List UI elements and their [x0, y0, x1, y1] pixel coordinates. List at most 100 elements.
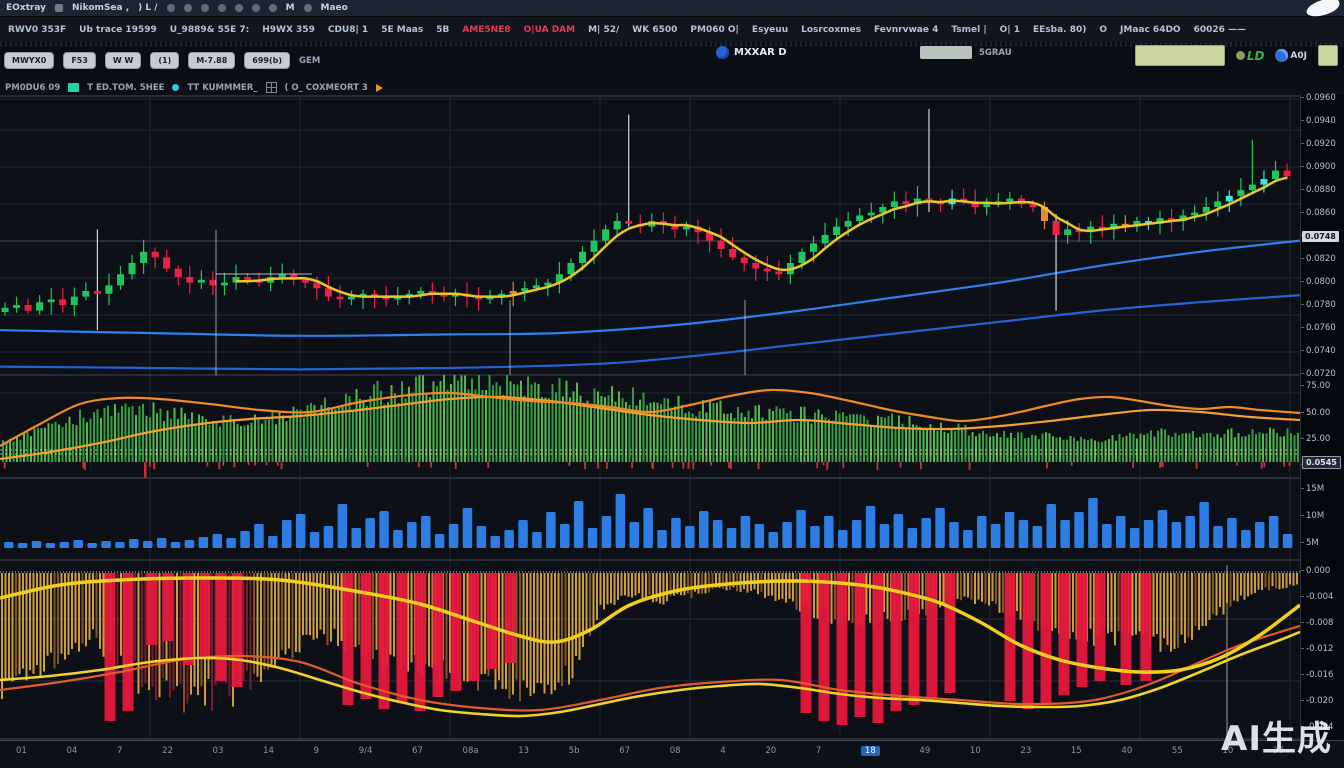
time-label[interactable]: 37: [1272, 746, 1284, 756]
account-label: A0J: [1290, 50, 1307, 61]
axis-price-label: 15M: [1300, 484, 1325, 494]
time-label[interactable]: 5b: [568, 746, 580, 756]
time-label[interactable]: 22: [162, 746, 173, 756]
stat-item: Losrcoxmes: [801, 24, 861, 35]
stat-item: O|UA DAM: [523, 24, 576, 35]
axis-price-label: 0.0880: [1301, 185, 1336, 195]
toolbar-button[interactable]: MWYX0: [4, 52, 55, 69]
highlight-button[interactable]: [1134, 45, 1225, 66]
legend-dot-icon: [172, 84, 180, 91]
time-label[interactable]: 18: [860, 746, 880, 756]
account-button[interactable]: A0J: [1275, 49, 1307, 62]
menu-item[interactable]: ) L /: [138, 3, 158, 13]
stat-item: 5B: [436, 24, 450, 35]
toolbar-button[interactable]: 699(b): [244, 52, 291, 69]
menu-item[interactable]: NikomSea ,: [72, 3, 130, 13]
time-label[interactable]: 13: [518, 746, 530, 756]
menu-item[interactable]: M: [285, 3, 295, 13]
circle-icon[interactable]: [251, 4, 260, 12]
axis-price-label: 0.0800: [1301, 277, 1336, 287]
circle-icon[interactable]: [268, 4, 277, 12]
time-label[interactable]: 9/4: [358, 746, 373, 756]
stat-item: U_9889& 55E 7:: [169, 24, 250, 35]
time-label[interactable]: 01: [16, 746, 27, 756]
stat-item: Ub trace 19599: [79, 24, 157, 35]
time-label[interactable]: 67: [619, 746, 631, 756]
time-label[interactable]: 10: [969, 746, 981, 756]
toolbar-right-group: LD A0J: [1134, 45, 1338, 66]
legend-label: ( O_ COXMEORT 3: [284, 82, 368, 93]
time-label[interactable]: 4: [720, 746, 726, 756]
circle-icon[interactable]: [200, 4, 209, 12]
price-tag: 0.0545: [1302, 456, 1341, 469]
time-label[interactable]: 03: [212, 746, 224, 756]
time-label[interactable]: 49: [919, 746, 931, 756]
time-label[interactable]: 15: [1070, 746, 1082, 756]
legend-label: T ED.TOM. 5HEE: [87, 82, 165, 93]
axis-price-label: 0.0920: [1301, 139, 1336, 149]
time-label[interactable]: 40: [1121, 746, 1133, 756]
time-label[interactable]: 08a: [462, 746, 479, 756]
legend-label: TT KUMMMER_: [187, 82, 258, 93]
time-label[interactable]: 14: [263, 746, 274, 756]
menu-item[interactable]: EOxtray: [6, 3, 47, 13]
circle-icon[interactable]: [217, 4, 226, 12]
panel-toggle-button[interactable]: [1318, 45, 1338, 66]
pen-icon[interactable]: [166, 4, 175, 12]
axis-price-label: 0.0780: [1301, 300, 1336, 310]
stat-item: Esyeuu: [751, 24, 789, 35]
chart-area[interactable]: 0.0960 0.0940 0.0920 0.0900 0.0880 0.0860 0.08…: [0, 93, 1344, 740]
menu-bar: EOxtray NikomSea , ) L / M Maeo: [0, 0, 1344, 17]
stat-item: O: [1099, 24, 1108, 35]
time-label[interactable]: 67: [412, 746, 423, 756]
dot-icon[interactable]: [303, 4, 312, 12]
axis-price-label: 0.0940: [1301, 116, 1336, 126]
time-label[interactable]: 04: [66, 746, 78, 756]
circle-icon[interactable]: [183, 4, 192, 12]
grid-icon[interactable]: [265, 82, 277, 93]
menu-item[interactable]: Maeo: [320, 3, 348, 13]
axis-price-label: 50.00: [1300, 408, 1331, 418]
symbol-selector[interactable]: MXXAR D: [716, 46, 787, 59]
chart-canvas[interactable]: [0, 95, 1300, 740]
axis-price-label: 0.0740: [1301, 346, 1336, 356]
axis-price-label: 5M: [1301, 538, 1319, 548]
time-label[interactable]: 7: [815, 746, 822, 756]
axis-price-label: 0.000: [1300, 566, 1331, 576]
ld-indicator[interactable]: LD: [1235, 49, 1264, 63]
time-label[interactable]: 20: [765, 746, 777, 756]
axis-price-label: 0.0820: [1301, 254, 1336, 264]
symbol-icon: [716, 46, 729, 59]
toolbar-button[interactable]: (1): [150, 52, 180, 69]
time-label[interactable]: 9: [313, 746, 320, 756]
toolbar-button[interactable]: F53: [63, 52, 96, 69]
stat-item: AME5NE8: [462, 24, 511, 35]
stat-item: WK 6500: [632, 24, 678, 35]
cursor-arrow-icon: [375, 83, 383, 92]
time-label[interactable]: 08: [669, 746, 681, 756]
time-label[interactable]: 23: [1020, 746, 1032, 756]
stat-item: PM060 O|: [690, 24, 739, 35]
time-axis[interactable]: 01 04 7 22 03 14 9 9/4 67 08a 13 5b 67 08 4 20 7 18 49 10 23…: [0, 740, 1344, 768]
axis-price-label: 0.0860: [1301, 208, 1336, 218]
axis-price-label: -0.008: [1300, 618, 1334, 628]
stat-item: Tsmel |: [951, 24, 987, 35]
toolbar-button[interactable]: W W: [104, 52, 142, 69]
axis-price-label: 0.0960: [1301, 93, 1336, 103]
time-label[interactable]: 10: [1222, 746, 1234, 756]
axis-price-label: 0.0900: [1301, 162, 1336, 172]
time-label[interactable]: 55: [1171, 746, 1183, 756]
stat-item: CDU8| 1: [327, 24, 369, 35]
symbol-label: MXXAR D: [734, 47, 787, 58]
price-axis[interactable]: 0.0960 0.0940 0.0920 0.0900 0.0880 0.0860 0.08…: [1300, 93, 1344, 740]
toolbar-button[interactable]: M-7.88: [188, 52, 236, 69]
circle-icon[interactable]: [234, 4, 243, 12]
time-label[interactable]: 7: [117, 746, 123, 756]
grid-icon[interactable]: [55, 4, 64, 12]
toolbar-button-group: MWYX0 F53 W W (1) M-7.88 699(b) GEM: [4, 52, 320, 69]
color-swatch-setting[interactable]: 5GRAU: [920, 46, 1012, 59]
legend-swatch-icon: [68, 83, 80, 92]
toolbar: MWYX0 F53 W W (1) M-7.88 699(b) GEM MXXAR D 5G…: [0, 45, 1344, 78]
stat-item: 5E Maas: [381, 24, 424, 35]
swatch-label: 5GRAU: [979, 47, 1012, 58]
